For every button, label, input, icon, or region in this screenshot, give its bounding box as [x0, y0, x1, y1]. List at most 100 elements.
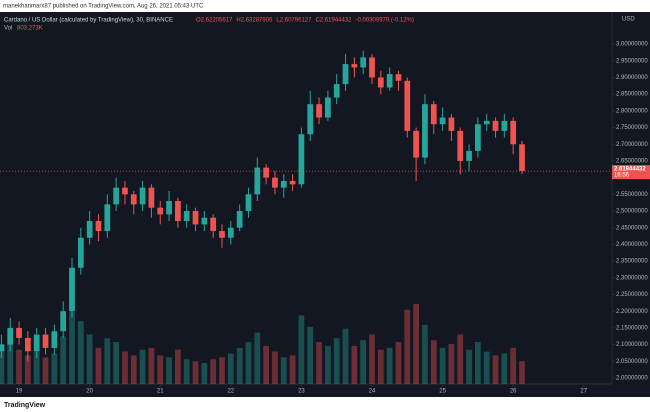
- y-tick-label: 2.25000000: [616, 292, 648, 298]
- candle-body: [16, 327, 22, 338]
- volume-bar: [325, 345, 331, 384]
- candle-body: [77, 237, 84, 268]
- y-tick-label: 2.10000000: [616, 342, 648, 348]
- candle-body: [210, 217, 217, 232]
- candle-body: [307, 104, 314, 135]
- last-price-box: [612, 165, 650, 180]
- candle-body: [113, 187, 119, 205]
- candle-body: [263, 167, 269, 178]
- y-tick-label: 2.80000000: [616, 108, 648, 114]
- candle-body: [51, 331, 58, 348]
- volume-bar: [166, 357, 172, 384]
- x-tick-label: 21: [157, 389, 164, 395]
- chart-panel: [0, 12, 650, 397]
- y-tick-label: 2.00000000: [616, 376, 648, 382]
- candle-body: [386, 74, 393, 88]
- candle-body: [413, 130, 419, 158]
- y-tick-label: 2.85000000: [616, 92, 648, 98]
- y-tick-label: 2.55000000: [616, 192, 648, 198]
- volume-bar: [351, 345, 358, 384]
- volume-bar: [104, 338, 111, 384]
- volume-bar: [413, 304, 419, 384]
- volume-bar: [25, 355, 31, 384]
- candle-body: [0, 344, 5, 352]
- volume-bar: [483, 351, 490, 384]
- y-tick-label: 2.40000000: [616, 242, 648, 248]
- candle-body: [457, 130, 464, 161]
- volume-bar: [342, 328, 349, 384]
- volume-bar: [289, 355, 296, 384]
- last-price-time: 16:56: [614, 173, 630, 179]
- volume-bar: [386, 347, 393, 384]
- candle-body: [430, 104, 437, 125]
- y-tick-label: 2.05000000: [616, 359, 648, 365]
- y-tick-label: 2.65000000: [616, 159, 648, 165]
- volume-bar: [360, 340, 367, 384]
- volume-bar: [139, 349, 146, 384]
- candle-body: [254, 167, 261, 195]
- volume-bar: [95, 347, 102, 384]
- volume-bar: [439, 347, 446, 384]
- candle-body: [60, 311, 67, 332]
- y-tick-label: 2.70000000: [616, 142, 648, 148]
- candle-body: [448, 117, 455, 131]
- candle-body: [245, 194, 252, 212]
- volume-bar: [122, 351, 128, 384]
- candle-body: [475, 124, 481, 151]
- candle-body: [175, 201, 181, 222]
- volume-bar: [86, 334, 93, 384]
- candle-body: [130, 194, 137, 205]
- y-tick-label: 2.45000000: [616, 225, 648, 231]
- ohlc-value: -0.00309979 (-0.12%): [356, 18, 414, 24]
- volume-bar: [148, 347, 155, 384]
- volume-bar: [448, 344, 455, 384]
- candle-body: [280, 180, 287, 188]
- candle-body: [483, 120, 490, 125]
- volume-bar: [395, 342, 402, 384]
- footer-logo: TradingView: [4, 402, 46, 409]
- chart-title: Cardano / US Dollar (calculated by Tradi…: [4, 18, 173, 24]
- candle-body: [166, 201, 172, 215]
- volume-bar: [192, 361, 199, 384]
- volume-bar: [42, 357, 49, 384]
- x-tick-label: 19: [16, 389, 23, 395]
- volume-bar: [307, 326, 314, 384]
- y-tick-label: 2.30000000: [616, 275, 648, 281]
- y-tick-label: 2.20000000: [616, 309, 648, 315]
- volume-bar: [263, 345, 269, 384]
- x-tick-label: 20: [86, 389, 93, 395]
- candle-body: [33, 334, 40, 352]
- candle-body: [395, 74, 402, 81]
- volume-bar: [51, 353, 58, 384]
- x-tick-label: 25: [439, 389, 446, 395]
- volume-bar: [33, 351, 40, 384]
- candle-body: [369, 57, 375, 78]
- candle-body: [86, 221, 93, 238]
- candle-body: [439, 117, 446, 125]
- volume-bar: [492, 355, 499, 384]
- volume-bar: [369, 334, 375, 384]
- candle-body: [325, 97, 331, 118]
- volume-bar: [77, 321, 84, 384]
- y-tick-label: 2.50000000: [616, 209, 648, 215]
- volume-value: 803.273K: [17, 26, 43, 32]
- volume-bar: [0, 344, 5, 384]
- candle-body: [7, 327, 14, 345]
- candle-body: [501, 120, 508, 131]
- candle-body: [519, 144, 525, 171]
- x-tick-label: 26: [510, 389, 517, 395]
- volume-bar: [422, 324, 428, 384]
- x-tick-label: 23: [298, 389, 305, 395]
- volume-bar: [16, 349, 22, 384]
- candle-body: [148, 187, 155, 208]
- y-tick-label: 2.15000000: [616, 325, 648, 331]
- volume-bar: [475, 342, 481, 384]
- candle-body: [201, 217, 208, 225]
- volume-bar: [298, 315, 305, 384]
- volume-bar: [130, 355, 137, 384]
- volume-bar: [7, 334, 14, 384]
- volume-label: Vol: [4, 26, 12, 32]
- volume-bar: [316, 342, 322, 384]
